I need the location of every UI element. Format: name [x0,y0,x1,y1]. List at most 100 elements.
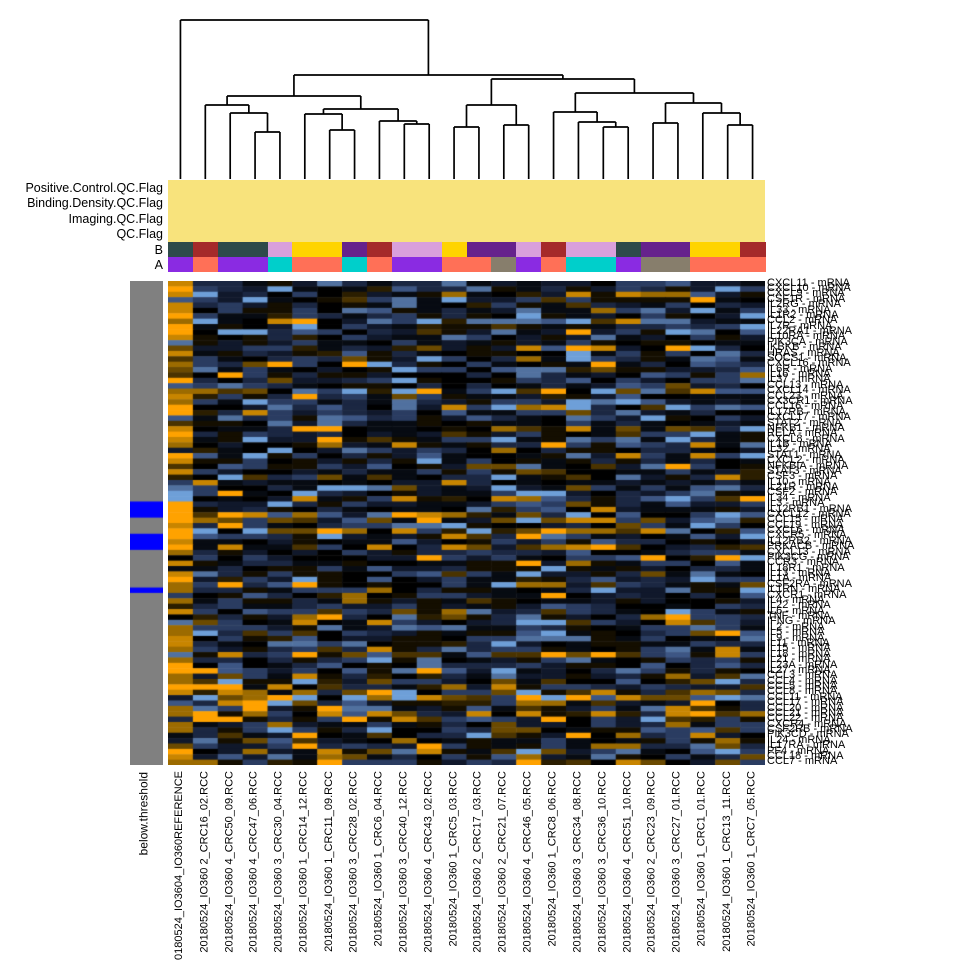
row-label: CCL3 - mRNA [767,669,838,682]
column-label: 20180524_IO360 2_CRC17_03.RCC [471,771,484,953]
row-label: IL13 - mRNA [767,567,831,580]
row-label: IL22 - mRNA [767,599,831,612]
annotation-cell-a [466,257,492,272]
annotation-cell-a [615,257,642,272]
row-label: CCL22 - mRNA [767,712,844,725]
row-label: IL27 - mRNA [767,663,831,676]
annotation-label-b: B [154,242,163,257]
annotation-cell-a [491,257,517,272]
annotation-cell-a [342,257,368,272]
column-label: 20180524_IO360 1_CRC13_11.RCC [720,771,733,952]
row-label: RELA - mRNA [767,427,838,440]
annotation-cell-a [367,257,393,272]
row-label: CSF2RA - mRNA [767,577,852,590]
row-label: IL18 - mRNA [767,647,831,660]
column-label: 20180524_IO360 1_CRC5_03.RCC [447,771,460,947]
row-label: IL33 - mRNA [767,303,831,316]
row-label: IL2 - mRNA [767,620,825,633]
row-label: IL18R1 - mRNA [767,561,845,574]
annotation-cell-a [441,257,467,272]
row-label: CCL20 - mRNA [767,701,844,714]
row-label: CCL19 - mRNA [767,518,844,531]
annotation-cell-b [317,242,343,257]
row-label: CCL7 - mRNA [767,755,838,768]
row-label: CXCL16 - mRNA [767,357,851,370]
row-label: IL6 - mRNA [767,604,825,617]
row-label: CCL8 - mRNA [767,685,838,698]
annotation-cell-a [168,257,194,272]
column-label: 20180524_IO3604_IO360REFERENCE [173,771,186,960]
annotation-cell-b [640,242,666,257]
row-label: IL17RA - mRNA [767,739,846,752]
annotation-label-positive-control-qc-flag: Positive.Control.QC.Flag [25,180,163,195]
row-label: CXCL9 - mRNA [767,287,845,300]
row-label: IL1A - mRNA [767,572,832,585]
row-label: IL9 - mRNA [767,631,825,644]
annotation-cell-a [590,257,617,272]
row-label: CXCR1 - mRNA [767,588,847,601]
annotation-cell-a [217,257,244,272]
annotation-cell-b [367,242,393,257]
row-label: IFNG - mRNA [767,615,836,628]
row-label: IL7R - mRNA [767,319,833,332]
row-label: IL12RB1 - mRNA [767,502,852,515]
row-label: CCL23 - mRNA [767,389,844,402]
qc-flag-annotation-block [168,180,765,242]
row-label: IL15 - mRNA [767,642,831,655]
annotation-cell-b [566,242,592,257]
row-label: IL3 - mRNA [767,497,825,510]
column-label: 20180524_IO360 4_CRC47_06.RCC [248,771,261,953]
row-label: CXCL13 - mRNA [767,545,851,558]
row-label: CCL11 - mRNA [767,690,843,703]
row-label: CSF1R - mRNA [767,292,846,305]
row-label: STAT2 - mRNA [767,416,842,429]
row-label: CSF2 - mRNA [767,486,838,499]
row-label: CCL2 - mRNA [767,314,838,327]
row-label: IL12RB2 - mRNA [767,534,852,547]
annotation-row-b [168,242,766,257]
annotation-cell-a [715,257,741,272]
row-label: CXCL2 - mRNA [767,454,845,467]
annotation-cell-b [590,242,617,257]
annotation-label-binding-density-qc-flag: Binding.Density.QC.Flag [27,196,163,211]
annotation-cell-a [690,257,716,272]
row-label: PIK3CD - mRNA [767,728,849,741]
row-label: CCL18 - mRNA [767,749,844,762]
column-label: 20180524_IO360 1_CRC1_01.RCC [695,771,708,947]
below-threshold-axis-label: below.threshold [136,772,150,856]
row-label: STAT3 - mRNA [767,464,842,477]
annotation-cell-a [317,257,343,272]
row-label: CXCR4 - mRNA [767,717,847,730]
column-label: 20180524_IO360 3_CRC27_01.RCC [670,771,683,953]
row-label: IL10 - mRNA [767,475,831,488]
annotation-row-a [168,257,766,272]
row-label: PF4 - mRNA [767,744,830,757]
row-label: PIK3CA - mRNA [767,335,848,348]
row-label: CXCL10 - mRNA [767,282,851,295]
row-label: IL32 - mRNA [767,443,831,456]
annotation-cell-a [292,257,318,272]
annotation-cell-b [665,242,691,257]
row-label: NFKBIA - mRNA [767,459,849,472]
column-label: 20180524_IO360 1_CRC8_06.RCC [546,771,559,947]
column-label: 20180524_IO360 1_CRC11_09.RCC [322,771,335,952]
annotation-cell-b [541,242,567,257]
annotation-cell-a [516,257,542,272]
row-label: IKBKB - mRNA [767,341,842,354]
annotation-cell-b [615,242,642,257]
row-label: NFKB1 - mRNA [767,421,845,434]
row-label: CCL15 - mRNA [767,513,844,526]
column-label: 20180524_IO360 2_CRC16_02.RCC [198,771,211,953]
column-label: 20180524_IO360 1_CRC14_12.RCC [297,771,310,953]
row-label: IL10RA - mRNA [767,330,846,343]
column-label: 20180524_IO360 1_CRC7_05.RCC [745,771,758,947]
row-label: CXCR5 - mRNA [767,529,847,542]
row-label: CXCL17 - mRNA [767,411,851,424]
row-label: HRAS - mRNA [767,346,840,359]
row-label: PIK3CG - mRNA [767,550,850,563]
row-label: IL1B - mRNA [767,438,832,451]
column-label: 20180524_IO360 3_CRC30_04.RCC [272,771,285,953]
row-label: IL24 - mRNA [767,733,831,746]
row-label: CXCL14 - mRNA [767,384,851,397]
